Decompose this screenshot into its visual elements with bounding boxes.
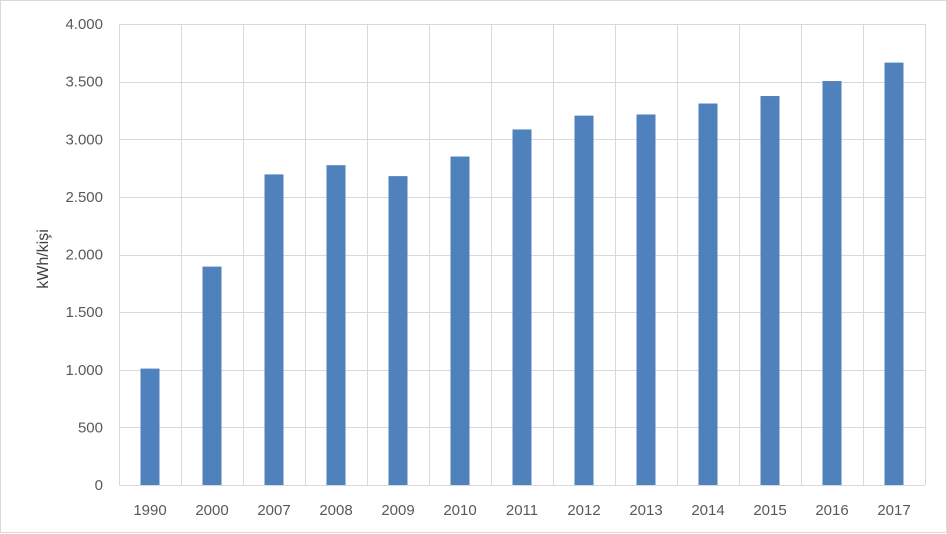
- x-tick-label: 1990: [133, 502, 166, 519]
- x-tick-label: 2013: [629, 502, 662, 519]
- bar: [698, 103, 718, 486]
- x-tick-label: 2008: [319, 502, 352, 519]
- bar: [202, 266, 222, 485]
- bar: [264, 174, 284, 485]
- x-tick-label: 2016: [815, 502, 848, 519]
- x-tick-label: 2014: [691, 502, 724, 519]
- x-tick-label: 2000: [195, 502, 228, 519]
- y-tick-label: 0: [95, 477, 103, 494]
- x-tick-label: 2007: [257, 502, 290, 519]
- bar: [140, 368, 160, 485]
- bar: [636, 114, 656, 485]
- y-tick-label: 3.500: [65, 74, 103, 91]
- y-tick-label: 2.000: [65, 247, 103, 264]
- y-tick-label: 3.000: [65, 131, 103, 148]
- x-tick-label: 2015: [753, 502, 786, 519]
- bar: [884, 62, 904, 485]
- bar: [822, 81, 842, 485]
- bar: [574, 115, 594, 485]
- bar: [326, 165, 346, 485]
- x-tick-label: 2012: [567, 502, 600, 519]
- bar: [388, 176, 408, 485]
- y-axis-label: kWh/kişi: [35, 229, 52, 289]
- x-tick-label: 2010: [443, 502, 476, 519]
- x-tick-label: 2009: [381, 502, 414, 519]
- x-tick-label: 2017: [877, 502, 910, 519]
- y-tick-label: 500: [78, 419, 103, 436]
- bar: [450, 156, 470, 485]
- x-tick-label: 2011: [506, 502, 538, 519]
- y-tick-label: 2.500: [65, 189, 103, 206]
- y-tick-label: 4.000: [65, 16, 103, 33]
- y-tick-label: 1.000: [65, 362, 103, 379]
- y-tick-label: 1.500: [65, 304, 103, 321]
- bar: [512, 129, 532, 486]
- bar: [760, 96, 780, 485]
